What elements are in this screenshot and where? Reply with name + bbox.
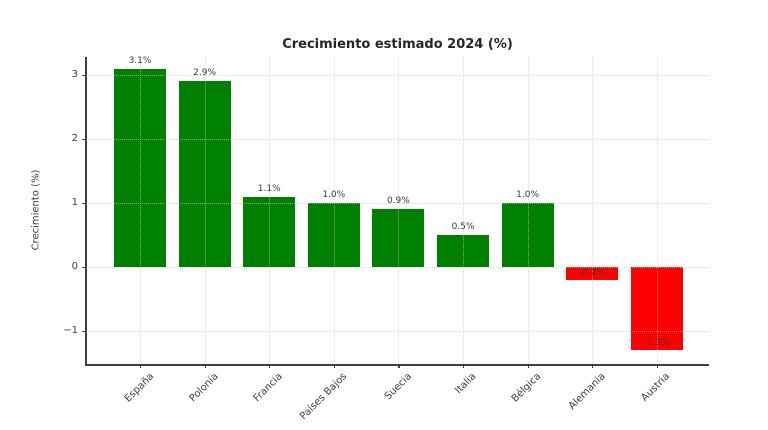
bar-value-label: 1.0%	[516, 190, 540, 200]
bar-value-label: 0.5%	[451, 222, 475, 232]
y-tick-mark	[82, 203, 86, 205]
bar-value-label: 1.1%	[257, 183, 281, 194]
y-tick-label: 2	[71, 133, 78, 144]
x-tick-mark	[204, 364, 206, 368]
gridline-horizontal	[86, 139, 709, 140]
bar-value-label: 3.1%	[128, 55, 152, 66]
x-tick-label: Italia	[453, 371, 479, 397]
gridline-horizontal	[86, 267, 709, 268]
y-tick-label: −1	[63, 325, 78, 336]
x-tick-mark	[592, 364, 594, 368]
y-axis-spine	[85, 57, 87, 365]
gridline-vertical	[656, 57, 658, 364]
x-tick-mark	[527, 364, 529, 368]
x-tick-label: Suecia	[382, 371, 415, 403]
y-tick-mark	[82, 331, 86, 333]
y-tick-mark	[82, 267, 86, 269]
gridline-vertical	[269, 57, 271, 364]
x-tick-mark	[463, 364, 465, 368]
x-tick-mark	[656, 364, 658, 368]
x-tick-label: España	[122, 371, 156, 405]
bar-value-label: 1.0%	[322, 190, 346, 200]
x-axis-spine	[85, 364, 709, 366]
gridline-vertical	[527, 57, 529, 364]
x-tick-label: Alemania	[567, 371, 608, 412]
y-tick-mark	[82, 139, 86, 141]
x-tick-mark	[140, 364, 142, 368]
gridline-vertical	[140, 57, 141, 364]
gridline-horizontal	[86, 75, 709, 76]
x-tick-label: Francia	[251, 371, 285, 405]
bar-value-label: 2.9%	[193, 68, 217, 79]
gridline-horizontal	[86, 331, 709, 332]
y-tick-label: 1	[71, 197, 78, 208]
bar-value-label: -1.3%	[643, 338, 670, 349]
x-tick-mark	[269, 364, 271, 368]
x-tick-label: Polonia	[187, 371, 221, 405]
x-tick-label: Países Bajos	[298, 371, 350, 423]
y-tick-mark	[82, 75, 86, 77]
gridline-vertical	[463, 57, 464, 364]
chart-title: Crecimiento estimado 2024 (%)	[282, 37, 513, 52]
gridline-vertical	[333, 57, 335, 364]
gridline-horizontal	[86, 203, 709, 204]
gridline-vertical	[204, 57, 206, 364]
x-tick-label: Bélgica	[509, 371, 544, 405]
y-tick-label: 0	[71, 261, 78, 272]
gridline-vertical	[398, 57, 400, 364]
x-tick-mark	[333, 364, 335, 368]
x-tick-mark	[398, 364, 400, 368]
bar-value-label: 0.9%	[386, 196, 410, 207]
bar-value-label: -0.2%	[579, 267, 606, 278]
x-tick-label: Austria	[639, 371, 673, 404]
gridline-vertical	[592, 57, 594, 364]
y-tick-label: 3	[71, 69, 78, 80]
